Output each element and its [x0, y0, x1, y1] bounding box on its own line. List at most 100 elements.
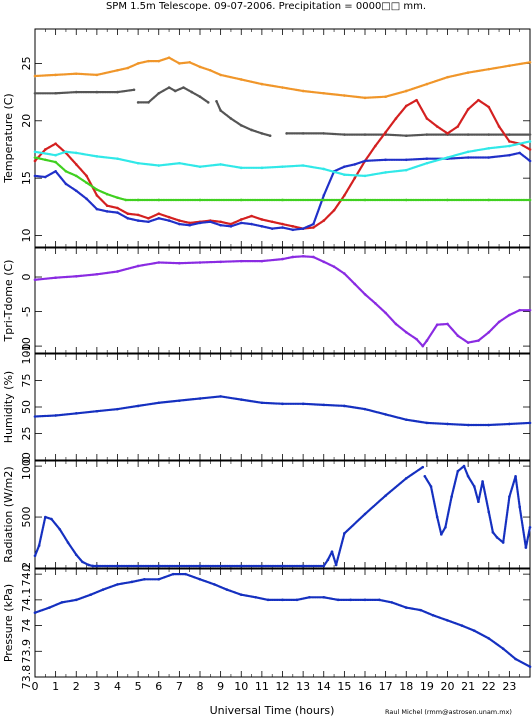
- series-gray-2: [137, 86, 210, 104]
- data-point: [508, 64, 511, 68]
- data-point: [44, 158, 47, 162]
- data-point: [206, 101, 210, 104]
- data-point: [167, 86, 171, 89]
- data-point: [147, 220, 150, 224]
- data-point: [229, 222, 233, 226]
- y-axis-label: Humidity (%): [2, 371, 15, 443]
- data-point: [473, 485, 476, 488]
- data-point: [415, 337, 418, 341]
- data-point: [167, 215, 171, 219]
- x-tick-label: 0: [32, 680, 39, 693]
- data-point: [281, 226, 284, 229]
- y-axis-label: Tpri-Tdome (C): [2, 260, 15, 343]
- data-point: [33, 174, 37, 178]
- data-point: [74, 174, 78, 178]
- data-point: [136, 219, 140, 222]
- data-point: [404, 89, 408, 93]
- x-tick-label: 4: [114, 680, 121, 693]
- data-point: [136, 404, 140, 408]
- data-point: [54, 414, 57, 417]
- data-point: [528, 308, 532, 312]
- data-point: [209, 220, 212, 224]
- data-point: [239, 166, 243, 170]
- x-tick-label: 7: [176, 680, 183, 693]
- data-point: [322, 194, 326, 197]
- chart-title: SPM 1.5m Telescope. 09-07-2006. Precipit…: [106, 1, 426, 12]
- data-point: [136, 161, 140, 165]
- y-axis-label: Temperature (C): [2, 93, 15, 183]
- data-point: [85, 181, 88, 185]
- data-point: [473, 629, 476, 633]
- data-point: [487, 423, 491, 427]
- data-point: [384, 171, 387, 174]
- panel-frame: [34, 28, 531, 248]
- data-point: [528, 140, 532, 143]
- data-point: [54, 276, 57, 280]
- data-point: [421, 465, 425, 469]
- data-point: [33, 91, 37, 95]
- y-tick-label: 75: [20, 374, 33, 388]
- y-tick-label: 15: [20, 171, 33, 185]
- data-point: [343, 173, 346, 177]
- data-point: [270, 220, 274, 224]
- data-point: [239, 398, 243, 401]
- data-point: [404, 477, 408, 480]
- series-gray-1: [33, 88, 136, 95]
- data-point: [487, 156, 491, 159]
- data-point: [435, 323, 439, 326]
- data-point: [188, 223, 191, 227]
- data-point: [167, 219, 171, 222]
- series-purple-0: [33, 255, 532, 348]
- data-point: [250, 128, 253, 132]
- data-point: [198, 577, 202, 581]
- data-point: [136, 62, 140, 65]
- data-point: [363, 292, 367, 296]
- data-point: [444, 525, 447, 529]
- data-point: [497, 320, 501, 324]
- data-point: [33, 156, 37, 159]
- data-point: [501, 647, 505, 651]
- data-point: [301, 564, 305, 568]
- data-point: [64, 150, 68, 154]
- data-point: [404, 330, 408, 334]
- data-point: [188, 60, 191, 64]
- data-point: [322, 260, 326, 264]
- data-point: [116, 90, 119, 94]
- data-point: [64, 169, 68, 173]
- data-point: [491, 531, 495, 534]
- data-point: [508, 144, 511, 148]
- y-tick-label: 74: [20, 619, 33, 633]
- data-point: [182, 86, 185, 89]
- data-point: [336, 598, 340, 602]
- data-point: [126, 217, 130, 220]
- y-tick-label: 73.8: [20, 665, 33, 690]
- data-point: [497, 125, 501, 128]
- data-point: [281, 402, 284, 406]
- data-point: [74, 598, 78, 602]
- data-point: [425, 82, 429, 86]
- data-point: [147, 217, 150, 220]
- data-point: [425, 339, 429, 342]
- data-point: [260, 225, 264, 228]
- data-point: [301, 227, 305, 230]
- data-point: [285, 132, 288, 135]
- data-point: [466, 150, 470, 154]
- data-point: [54, 169, 57, 173]
- data-point: [394, 322, 398, 326]
- data-point: [147, 101, 150, 104]
- data-point: [343, 532, 346, 535]
- data-point: [157, 198, 161, 202]
- x-tick-label: 22: [482, 680, 496, 693]
- y-tick-label: 74.1: [20, 588, 33, 613]
- data-point: [178, 222, 181, 226]
- data-point: [425, 161, 429, 165]
- data-point: [518, 505, 521, 509]
- data-point: [301, 402, 305, 406]
- data-point: [147, 59, 150, 63]
- data-point: [116, 206, 119, 210]
- series-blue-6: [33, 151, 532, 231]
- data-point: [266, 598, 270, 602]
- data-point: [487, 198, 491, 202]
- data-point: [178, 219, 181, 222]
- data-point: [198, 221, 202, 225]
